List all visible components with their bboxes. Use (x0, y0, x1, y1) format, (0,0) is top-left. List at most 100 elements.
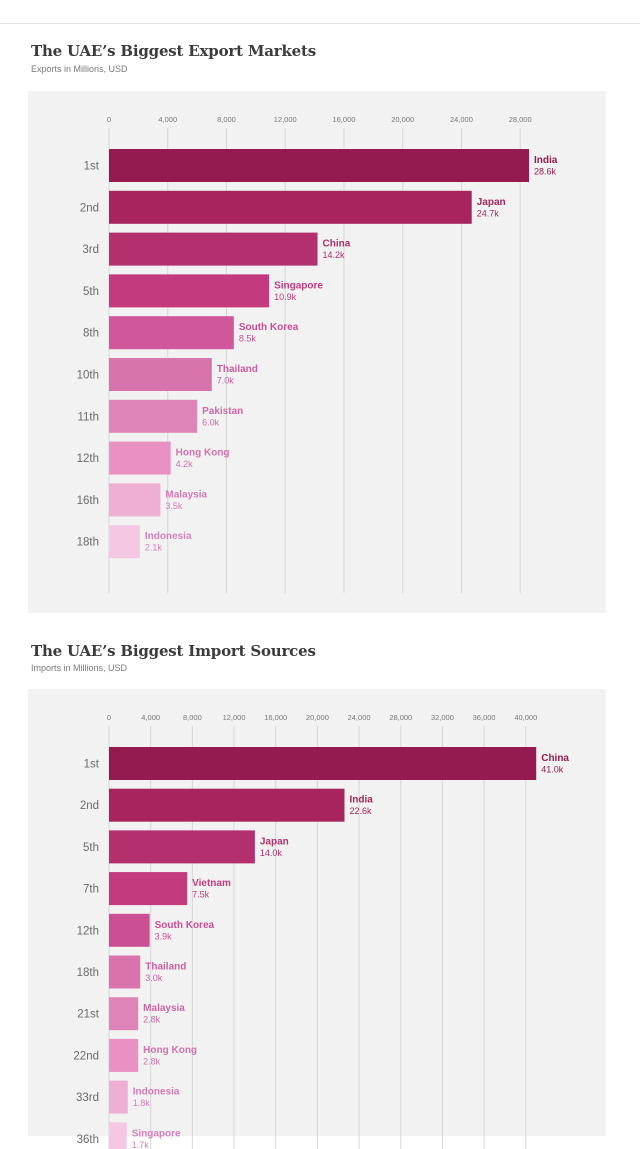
x-tick-label: 16,000 (332, 115, 355, 124)
value-label: 14.2k (323, 250, 346, 260)
x-tick-label: 24,000 (348, 713, 371, 722)
import-bar-chart: 0 4,000 8,000 12,000 16,000 20,000 24,000 28,00… (73, 713, 569, 1149)
bar (109, 872, 188, 906)
bar (109, 525, 140, 559)
bar (109, 913, 150, 947)
bar (109, 483, 161, 517)
country-label: Hong Kong (176, 448, 230, 459)
export-bar-chart: 0 4,000 8,000 12,000 16,000 20,000 24,000 28,00… (77, 115, 558, 593)
bar (109, 149, 529, 182)
rank-label: 12th (77, 925, 99, 937)
country-label: South Korea (155, 920, 215, 931)
value-label: 28.6k (534, 167, 557, 177)
x-tick-label: 28,000 (389, 713, 412, 722)
value-label: 7.0k (217, 376, 235, 386)
x-tick-label: 8,000 (183, 713, 202, 722)
country-label: Hong Kong (143, 1045, 197, 1056)
bar (109, 316, 234, 350)
value-label: 2.8k (143, 1056, 161, 1066)
rank-label: 5th (83, 286, 99, 298)
bar (109, 830, 255, 864)
rank-label: 2nd (80, 202, 99, 214)
rank-label: 22nd (73, 1050, 99, 1062)
value-label: 3.9k (155, 931, 173, 941)
x-tick-label: 4,000 (158, 115, 177, 124)
bar (109, 232, 318, 266)
x-tick-label: 12,000 (274, 115, 297, 124)
rank-label: 3rd (82, 244, 99, 256)
bar (109, 1038, 139, 1072)
rank-label: 7th (83, 884, 99, 896)
export-chart-title: The UAE’s Biggest Export Markets (31, 42, 316, 60)
x-tick-label: 20,000 (306, 713, 329, 722)
country-label: Malaysia (165, 489, 207, 500)
rank-label: 21st (77, 1009, 100, 1021)
country-label: India (534, 155, 558, 166)
value-label: 10.9k (274, 292, 297, 302)
country-label: Pakistan (202, 406, 243, 417)
country-label: Japan (260, 836, 289, 847)
country-label: Thailand (145, 962, 186, 973)
value-label: 41.0k (541, 765, 564, 775)
x-tick-label: 4,000 (141, 713, 160, 722)
export-chart-subtitle: Exports in Millions, USD (31, 64, 128, 74)
value-label: 22.6k (349, 806, 372, 816)
rank-label: 1st (84, 161, 100, 173)
rank-label: 16th (77, 495, 99, 507)
country-label: Vietnam (192, 878, 231, 889)
bar (109, 747, 537, 780)
country-label: Thailand (217, 364, 258, 375)
value-label: 14.0k (260, 848, 283, 858)
x-tick-label: 0 (107, 713, 111, 722)
bar (109, 190, 472, 224)
x-tick-label: 28,000 (509, 115, 532, 124)
value-label: 24.7k (477, 208, 500, 218)
country-label: Japan (477, 197, 506, 208)
value-label: 8.5k (239, 334, 257, 344)
value-label: 7.5k (192, 890, 210, 900)
bar (109, 441, 171, 475)
value-label: 1.8k (133, 1098, 151, 1108)
rank-label: 18th (77, 537, 99, 549)
rank-label: 33rd (76, 1092, 99, 1104)
country-label: Malaysia (143, 1003, 185, 1014)
rank-label: 12th (77, 453, 99, 465)
x-tick-label: 0 (107, 115, 111, 124)
x-tick-label: 12,000 (223, 713, 246, 722)
import-chart-panel: 0 4,000 8,000 12,000 16,000 20,000 24,000 28,00… (28, 689, 606, 1149)
x-tick-label: 8,000 (217, 115, 236, 124)
bar (109, 997, 139, 1031)
export-chart-panel: 0 4,000 8,000 12,000 16,000 20,000 24,000 28,00… (28, 91, 606, 613)
bar (109, 399, 198, 433)
country-label: India (349, 795, 373, 806)
value-label: 3.5k (165, 501, 183, 511)
country-label: Singapore (274, 280, 323, 291)
country-label: Indonesia (145, 531, 192, 542)
value-label: 1.7k (132, 1140, 150, 1149)
country-label: China (323, 239, 351, 250)
bar (109, 788, 345, 822)
value-label: 2.8k (143, 1015, 161, 1025)
x-tick-label: 40,000 (514, 713, 537, 722)
x-tick-label: 16,000 (264, 713, 287, 722)
value-label: 3.0k (145, 973, 163, 983)
value-label: 4.2k (176, 459, 194, 469)
bar (109, 274, 270, 308)
country-label: Indonesia (133, 1087, 180, 1098)
top-divider (0, 23, 640, 24)
rank-label: 1st (84, 759, 100, 771)
bar (109, 358, 212, 391)
country-label: China (541, 753, 569, 764)
country-label: Singapore (132, 1128, 181, 1139)
value-label: 2.1k (145, 543, 163, 553)
rank-label: 11th (77, 411, 99, 423)
rank-label: 18th (77, 967, 99, 979)
bar (109, 1080, 128, 1114)
x-tick-label: 36,000 (473, 713, 496, 722)
import-chart-subtitle: Imports in Millions, USD (31, 663, 128, 673)
x-tick-label: 32,000 (431, 713, 454, 722)
bar (109, 955, 141, 989)
country-label: South Korea (239, 322, 299, 333)
value-label: 6.0k (202, 417, 220, 427)
rank-label: 10th (77, 370, 99, 382)
